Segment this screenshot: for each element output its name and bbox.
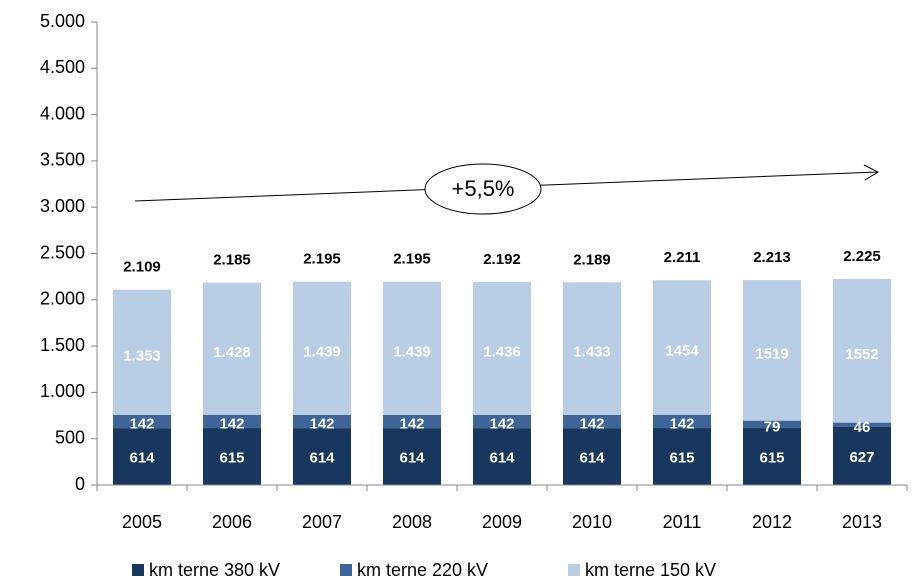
bar-segment	[563, 428, 621, 485]
value-label: 614	[309, 450, 335, 467]
bar-segment	[653, 280, 711, 415]
legend-swatch	[568, 564, 580, 576]
bar-segment	[113, 414, 171, 429]
value-label: 615	[219, 449, 244, 466]
bar-segment	[653, 428, 711, 485]
value-label: 142	[669, 415, 694, 432]
bar-segment	[743, 280, 801, 421]
value-label: 615	[669, 449, 694, 466]
value-label: 142	[129, 416, 154, 433]
value-label: 614	[489, 450, 515, 467]
annotation-ellipse	[424, 163, 542, 215]
y-tick-label: 2.000	[40, 289, 85, 309]
x-tick-label: 2010	[572, 512, 612, 532]
value-label: 627	[849, 449, 874, 466]
total-label: 2.195	[303, 251, 341, 268]
x-tick-label: 2009	[482, 512, 522, 532]
total-label: 2.185	[213, 252, 251, 269]
y-tick-label: 4.000	[40, 103, 85, 123]
bar-segment	[293, 281, 351, 415]
bar-segment	[473, 282, 531, 415]
value-label: 142	[579, 416, 604, 433]
bar-segment	[473, 414, 531, 429]
legend-label: km terne 220 kV	[357, 560, 488, 580]
total-label: 2.189	[573, 251, 611, 268]
legend-label: km terne 150 kV	[585, 560, 716, 580]
bar-segment	[743, 428, 801, 485]
y-tick-label: 500	[55, 427, 85, 447]
total-label: 2.195	[393, 251, 431, 268]
total-label: 2.225	[843, 248, 881, 265]
annotation: +5,5%	[452, 176, 515, 201]
bar-segment	[743, 420, 801, 429]
bar-segment	[473, 428, 531, 485]
y-tick-label: 4.500	[40, 57, 85, 77]
bar-segment	[203, 414, 261, 429]
bar-segment	[113, 428, 171, 485]
value-label: 1.436	[483, 343, 521, 360]
value-label: 46	[854, 419, 871, 436]
bar-segment	[293, 414, 351, 429]
value-label: 1454	[665, 343, 699, 360]
bar-segment	[293, 428, 351, 485]
arrow-head	[863, 164, 880, 181]
total-label: 2.192	[483, 251, 521, 268]
total-label: 2.211	[664, 249, 701, 266]
bar-segment	[833, 426, 891, 485]
bar-segment	[833, 422, 891, 427]
legend-label: km terne 380 kV	[149, 560, 280, 580]
bar-segment	[383, 414, 441, 429]
y-tick-label: 3.000	[40, 196, 85, 216]
x-tick-label: 2007	[302, 512, 342, 532]
bar-segment	[563, 414, 621, 429]
value-label: 1552	[845, 346, 878, 363]
bar-segment	[113, 289, 171, 415]
y-tick-label: 0	[75, 474, 85, 494]
bar-segment	[203, 282, 261, 415]
total-label: 2.109	[123, 259, 161, 276]
y-tick-label: 1.500	[40, 335, 85, 355]
y-tick-label: 1.000	[40, 381, 85, 401]
value-label: 1.353	[123, 347, 161, 364]
x-tick-label: 2011	[663, 512, 702, 532]
value-label: 614	[129, 450, 155, 467]
value-label: 614	[399, 450, 425, 467]
legend-swatch	[132, 564, 144, 576]
x-tick-label: 2012	[752, 512, 792, 532]
x-tick-label: 2008	[392, 512, 432, 532]
value-label: 1519	[755, 345, 788, 362]
value-label: 614	[579, 450, 605, 467]
x-tick-label: 2005	[122, 512, 162, 532]
value-label: 1.439	[393, 343, 431, 360]
value-label: 615	[759, 449, 784, 466]
value-label: 142	[309, 416, 334, 433]
value-label: 1.428	[213, 344, 251, 361]
bar-segment	[563, 282, 621, 415]
bar-segment	[383, 428, 441, 485]
bar-segment	[383, 281, 441, 415]
x-tick-label: 2013	[842, 512, 882, 532]
y-tick-label: 2.500	[40, 242, 85, 262]
value-label: 79	[764, 418, 781, 435]
y-tick-label: 5.000	[40, 11, 85, 31]
value-label: 142	[399, 416, 424, 433]
value-label: 142	[219, 415, 244, 432]
y-tick-label: 3.500	[40, 150, 85, 170]
total-label: 2.213	[753, 249, 791, 266]
x-tick-label: 2006	[212, 512, 252, 532]
value-label: 142	[489, 416, 514, 433]
bar-segment	[203, 428, 261, 485]
value-label: 1.433	[573, 344, 611, 361]
bar-segment	[653, 414, 711, 429]
bar-segment	[833, 278, 891, 423]
value-label: 1.439	[303, 343, 341, 360]
legend-swatch	[340, 564, 352, 576]
